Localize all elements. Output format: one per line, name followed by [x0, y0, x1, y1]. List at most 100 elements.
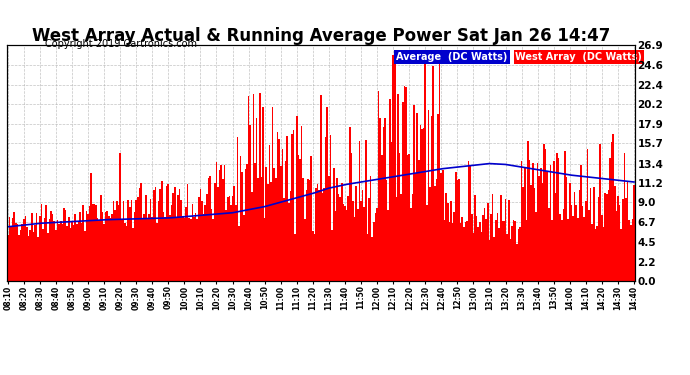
Bar [312, 231, 314, 281]
Bar [106, 211, 108, 281]
Bar [453, 212, 455, 281]
Bar [373, 222, 375, 281]
Bar [66, 226, 68, 281]
Bar [500, 195, 502, 281]
Bar [224, 165, 226, 281]
Bar [90, 173, 92, 281]
Bar [20, 230, 21, 281]
Bar [359, 141, 360, 281]
Bar [77, 221, 79, 281]
Bar [548, 208, 550, 281]
Bar [336, 178, 337, 281]
Bar [21, 224, 23, 281]
Bar [123, 201, 124, 281]
Bar [34, 225, 36, 281]
Bar [402, 102, 404, 281]
Bar [399, 153, 400, 281]
Bar [71, 221, 72, 281]
Bar [351, 153, 352, 281]
Bar [410, 208, 411, 281]
Bar [266, 168, 267, 281]
Bar [283, 198, 285, 281]
Bar [450, 201, 452, 281]
Bar [355, 186, 357, 281]
Bar [301, 126, 302, 281]
Bar [139, 188, 140, 281]
Bar [65, 210, 66, 281]
Bar [119, 153, 121, 281]
Bar [108, 216, 110, 281]
Bar [249, 125, 251, 281]
Bar [509, 239, 511, 281]
Bar [320, 94, 322, 281]
Bar [604, 193, 606, 281]
Bar [113, 201, 115, 281]
Bar [484, 208, 486, 281]
Bar [469, 166, 471, 281]
Bar [193, 217, 195, 281]
Bar [317, 184, 319, 281]
Bar [304, 219, 306, 281]
Bar [209, 176, 211, 281]
Bar [579, 190, 580, 281]
Bar [330, 135, 331, 281]
Bar [295, 234, 296, 281]
Bar [243, 214, 244, 281]
Bar [101, 212, 104, 281]
Bar [307, 179, 309, 281]
Bar [257, 178, 259, 281]
Bar [560, 214, 561, 281]
Bar [424, 59, 426, 281]
Bar [273, 168, 275, 281]
Bar [607, 190, 609, 281]
Bar [262, 107, 264, 281]
Bar [195, 213, 197, 281]
Bar [533, 188, 535, 281]
Bar [393, 55, 394, 281]
Bar [41, 204, 42, 281]
Bar [389, 99, 391, 281]
Bar [435, 179, 437, 281]
Bar [595, 228, 596, 281]
Text: West Array  (DC Watts): West Array (DC Watts) [515, 52, 642, 62]
Bar [429, 187, 431, 281]
Bar [384, 118, 386, 281]
Bar [431, 116, 433, 281]
Bar [391, 142, 393, 281]
Bar [70, 228, 71, 281]
Bar [413, 105, 415, 281]
Bar [128, 200, 129, 281]
Bar [254, 163, 256, 281]
Bar [624, 153, 625, 281]
Bar [322, 193, 323, 281]
Bar [428, 110, 429, 281]
Bar [95, 205, 97, 281]
Bar [132, 228, 134, 281]
Bar [415, 174, 416, 281]
Bar [282, 149, 283, 281]
Bar [407, 155, 408, 281]
Bar [584, 217, 585, 281]
Bar [378, 91, 380, 281]
Bar [267, 184, 268, 281]
Bar [335, 211, 336, 281]
Bar [462, 217, 463, 281]
Text: Average  (DC Watts): Average (DC Watts) [396, 52, 508, 62]
Bar [538, 176, 540, 281]
Bar [444, 220, 445, 281]
Bar [314, 234, 315, 281]
Bar [235, 205, 237, 281]
Bar [76, 224, 77, 281]
Bar [94, 204, 95, 281]
Bar [627, 182, 629, 281]
Bar [46, 206, 47, 281]
Bar [556, 153, 558, 281]
Bar [458, 180, 460, 281]
Bar [416, 113, 418, 281]
Bar [297, 155, 299, 281]
Bar [198, 197, 199, 281]
Bar [146, 218, 148, 281]
Bar [285, 161, 286, 281]
Bar [337, 194, 339, 281]
Bar [575, 205, 577, 281]
